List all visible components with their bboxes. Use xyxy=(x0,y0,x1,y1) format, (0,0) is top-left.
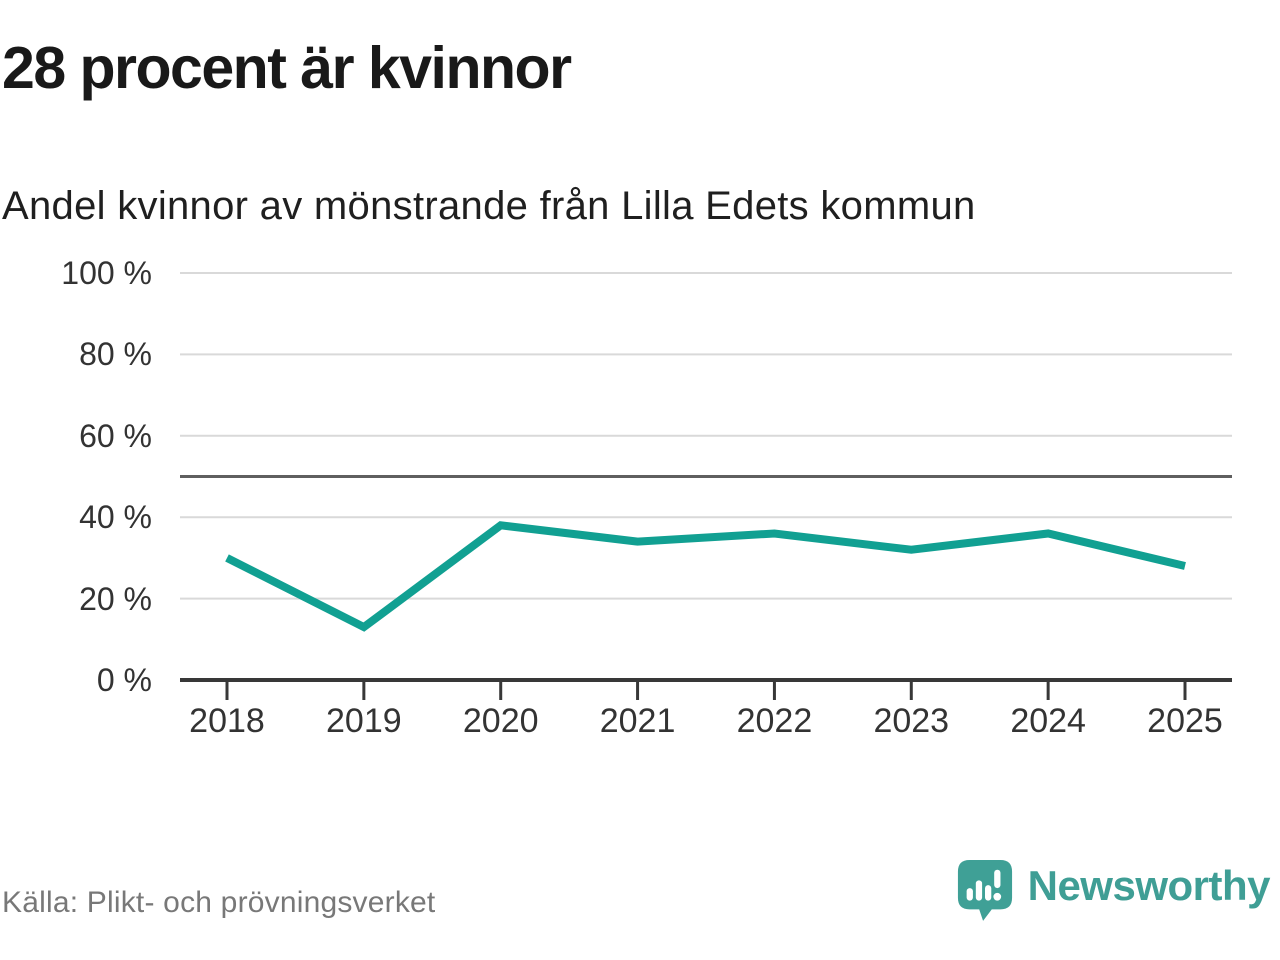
y-axis-label: 0 % xyxy=(96,662,152,698)
x-axis-label: 2025 xyxy=(1147,702,1223,740)
chart-subtitle: Andel kvinnor av mönstrande från Lilla E… xyxy=(2,184,976,228)
x-axis-label: 2024 xyxy=(1010,702,1086,740)
x-axis-label: 2021 xyxy=(599,702,676,740)
y-axis-label: 20 % xyxy=(79,580,152,617)
y-axis-label: 100 % xyxy=(61,255,152,291)
y-axis-label: 80 % xyxy=(79,336,152,373)
x-axis-label: 2023 xyxy=(873,702,950,740)
y-axis-label: 60 % xyxy=(79,417,152,454)
source-caption: Källa: Plikt- och prövningsverket xyxy=(2,886,436,919)
data-line-Andel kvinnor av mönstrande xyxy=(225,521,1186,632)
x-axis-label: 2019 xyxy=(326,702,402,740)
y-axis-label: 40 % xyxy=(79,499,152,536)
newsworthy-bubble-icon xyxy=(957,860,1012,921)
brand-name: Newsworthy xyxy=(1027,862,1271,909)
brand-logo: Newsworthy xyxy=(956,858,1271,922)
x-axis-label: 2022 xyxy=(736,702,813,740)
x-axis-label: 2018 xyxy=(189,702,265,740)
x-axis-label: 2020 xyxy=(462,702,539,740)
chart-title: 28 procent är kvinnor xyxy=(2,35,572,101)
